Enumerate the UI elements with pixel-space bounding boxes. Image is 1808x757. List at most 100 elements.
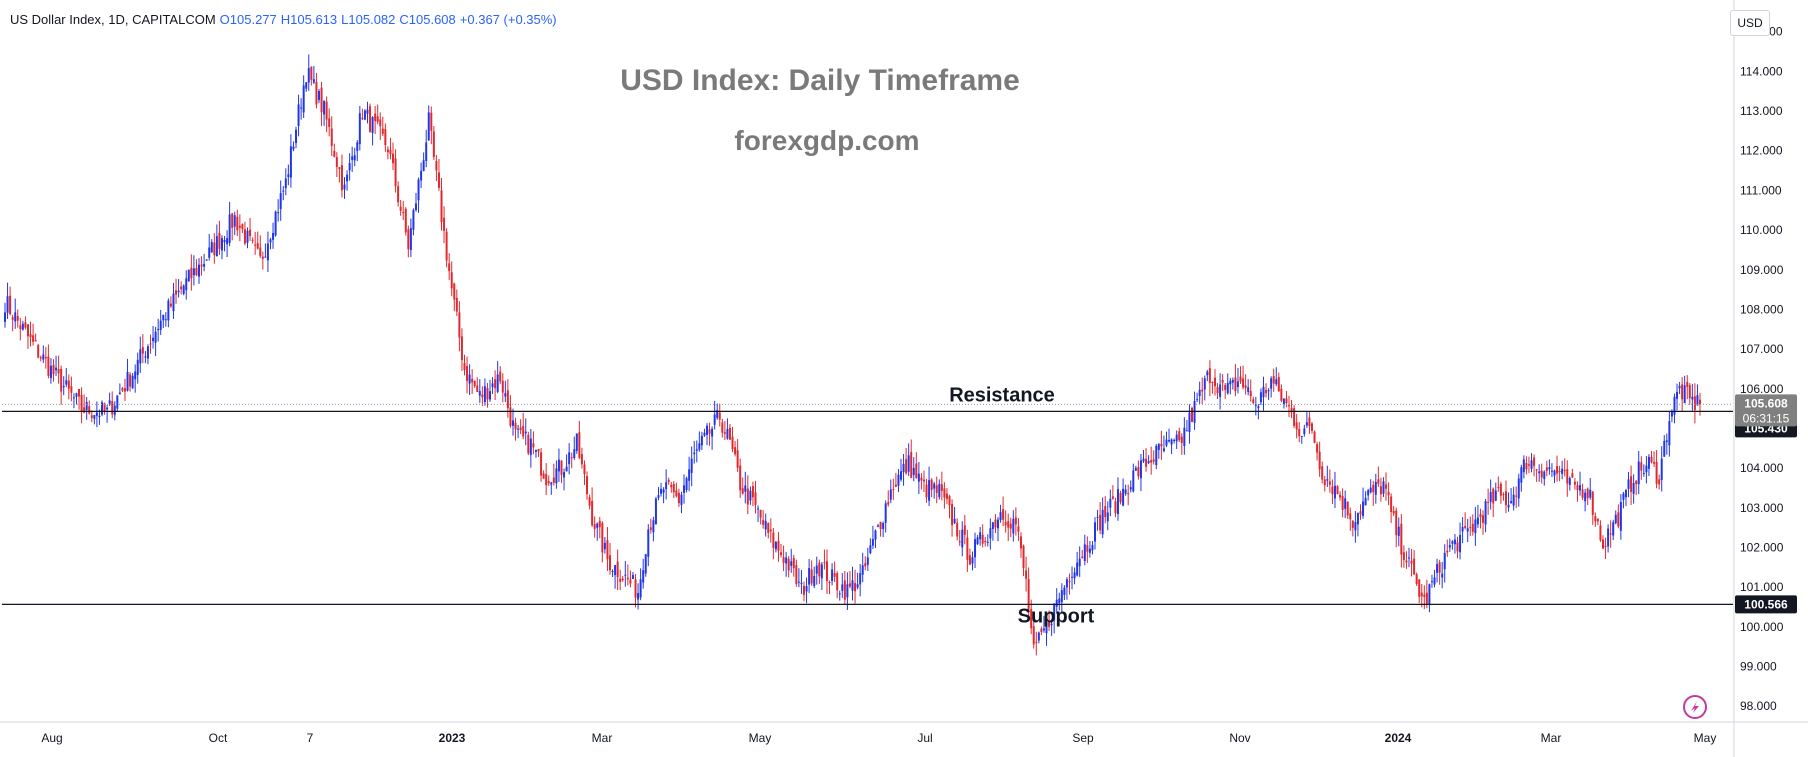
candle-body (246, 230, 249, 243)
candle-body (723, 432, 726, 434)
candle (961, 521, 964, 557)
candle (1104, 496, 1107, 524)
candle-body (167, 300, 170, 321)
candle (884, 500, 887, 533)
candle (514, 417, 517, 441)
candle (657, 486, 660, 501)
candle-body (1499, 483, 1502, 496)
candle (1341, 488, 1344, 518)
candle (808, 558, 811, 594)
symbol-legend[interactable]: US Dollar Index, 1D, CAPITALCOM O105.277… (10, 12, 557, 27)
candle (879, 521, 882, 537)
candle (1390, 493, 1393, 524)
candle-body (1405, 560, 1408, 563)
candle (198, 258, 201, 284)
time-axis[interactable]: Aug Oct 7 2023 Mar May Jul Sep Nov 2024 Mar May (41, 731, 1716, 745)
candle (915, 452, 918, 479)
candle (1231, 377, 1234, 390)
candle-body (552, 477, 555, 483)
candle (1604, 537, 1607, 560)
candle (1579, 471, 1582, 496)
candle (1665, 433, 1668, 455)
candle-body (624, 574, 627, 576)
candle (489, 379, 492, 403)
candle-body (565, 466, 568, 472)
candle (371, 116, 374, 146)
candle (1635, 480, 1638, 496)
candle-body (420, 170, 423, 181)
tradingview-logo-icon[interactable] (1683, 695, 1707, 719)
candle-body (1206, 371, 1209, 376)
candle-body (1573, 481, 1576, 485)
candle (940, 471, 943, 501)
candle (1236, 367, 1239, 394)
candle-body (1170, 439, 1173, 445)
candle (861, 552, 864, 583)
candle-body (734, 447, 737, 455)
candle (1354, 511, 1357, 543)
candle (928, 466, 931, 507)
y-tick-label: 109.000 (1740, 263, 1784, 277)
candle-body (131, 375, 134, 389)
candle (1653, 451, 1656, 467)
candle-body (463, 362, 466, 371)
candle-body (175, 290, 178, 295)
candle (190, 254, 193, 291)
candle-body (1114, 501, 1117, 514)
candle-body (537, 449, 540, 452)
candle (455, 289, 458, 317)
candle-body (19, 325, 22, 330)
candle (392, 142, 395, 171)
candle (1111, 485, 1114, 500)
candle-body (769, 529, 772, 532)
candle-body (884, 503, 887, 523)
currency-button[interactable]: USD (1730, 10, 1770, 36)
candle-body (933, 483, 936, 489)
candle (731, 426, 734, 453)
candle (1293, 405, 1296, 429)
candle (292, 141, 295, 152)
candle (1430, 574, 1433, 588)
candle (420, 162, 423, 188)
candle (129, 372, 132, 392)
candle (1556, 455, 1559, 482)
candle-body (21, 323, 24, 330)
candle-body (70, 386, 73, 393)
legend-change: +0.367 (+0.35%) (459, 12, 557, 27)
candle (95, 401, 98, 428)
x-tick-label: May (749, 731, 772, 745)
candle-body (134, 371, 137, 380)
candle (317, 88, 320, 104)
candle-body (453, 283, 456, 300)
candle (1106, 501, 1109, 531)
candle (1022, 544, 1025, 577)
candle-body (680, 494, 683, 505)
candle (1489, 479, 1492, 510)
candle (1474, 507, 1477, 546)
candle (1078, 546, 1081, 577)
candle (894, 472, 897, 488)
candle (780, 544, 783, 558)
candle-body (1191, 407, 1194, 422)
candle-body (509, 407, 512, 426)
candle-body (1078, 558, 1081, 567)
candle-body (670, 484, 673, 488)
candle (379, 112, 382, 140)
candle (1527, 456, 1530, 474)
candle (409, 218, 412, 257)
candle-body (282, 190, 285, 192)
candle (111, 391, 114, 419)
candle-body (1236, 381, 1239, 388)
candle (772, 527, 775, 560)
y-tick-label: 98.000 (1740, 699, 1777, 713)
candle-body (1471, 523, 1474, 532)
candle-body (935, 485, 938, 493)
candle-body (1116, 489, 1119, 515)
candle-body (912, 467, 915, 476)
candle (279, 180, 282, 221)
candle (757, 505, 760, 522)
candle-body (376, 116, 379, 122)
candle-body (1277, 376, 1280, 392)
candle (501, 373, 504, 403)
